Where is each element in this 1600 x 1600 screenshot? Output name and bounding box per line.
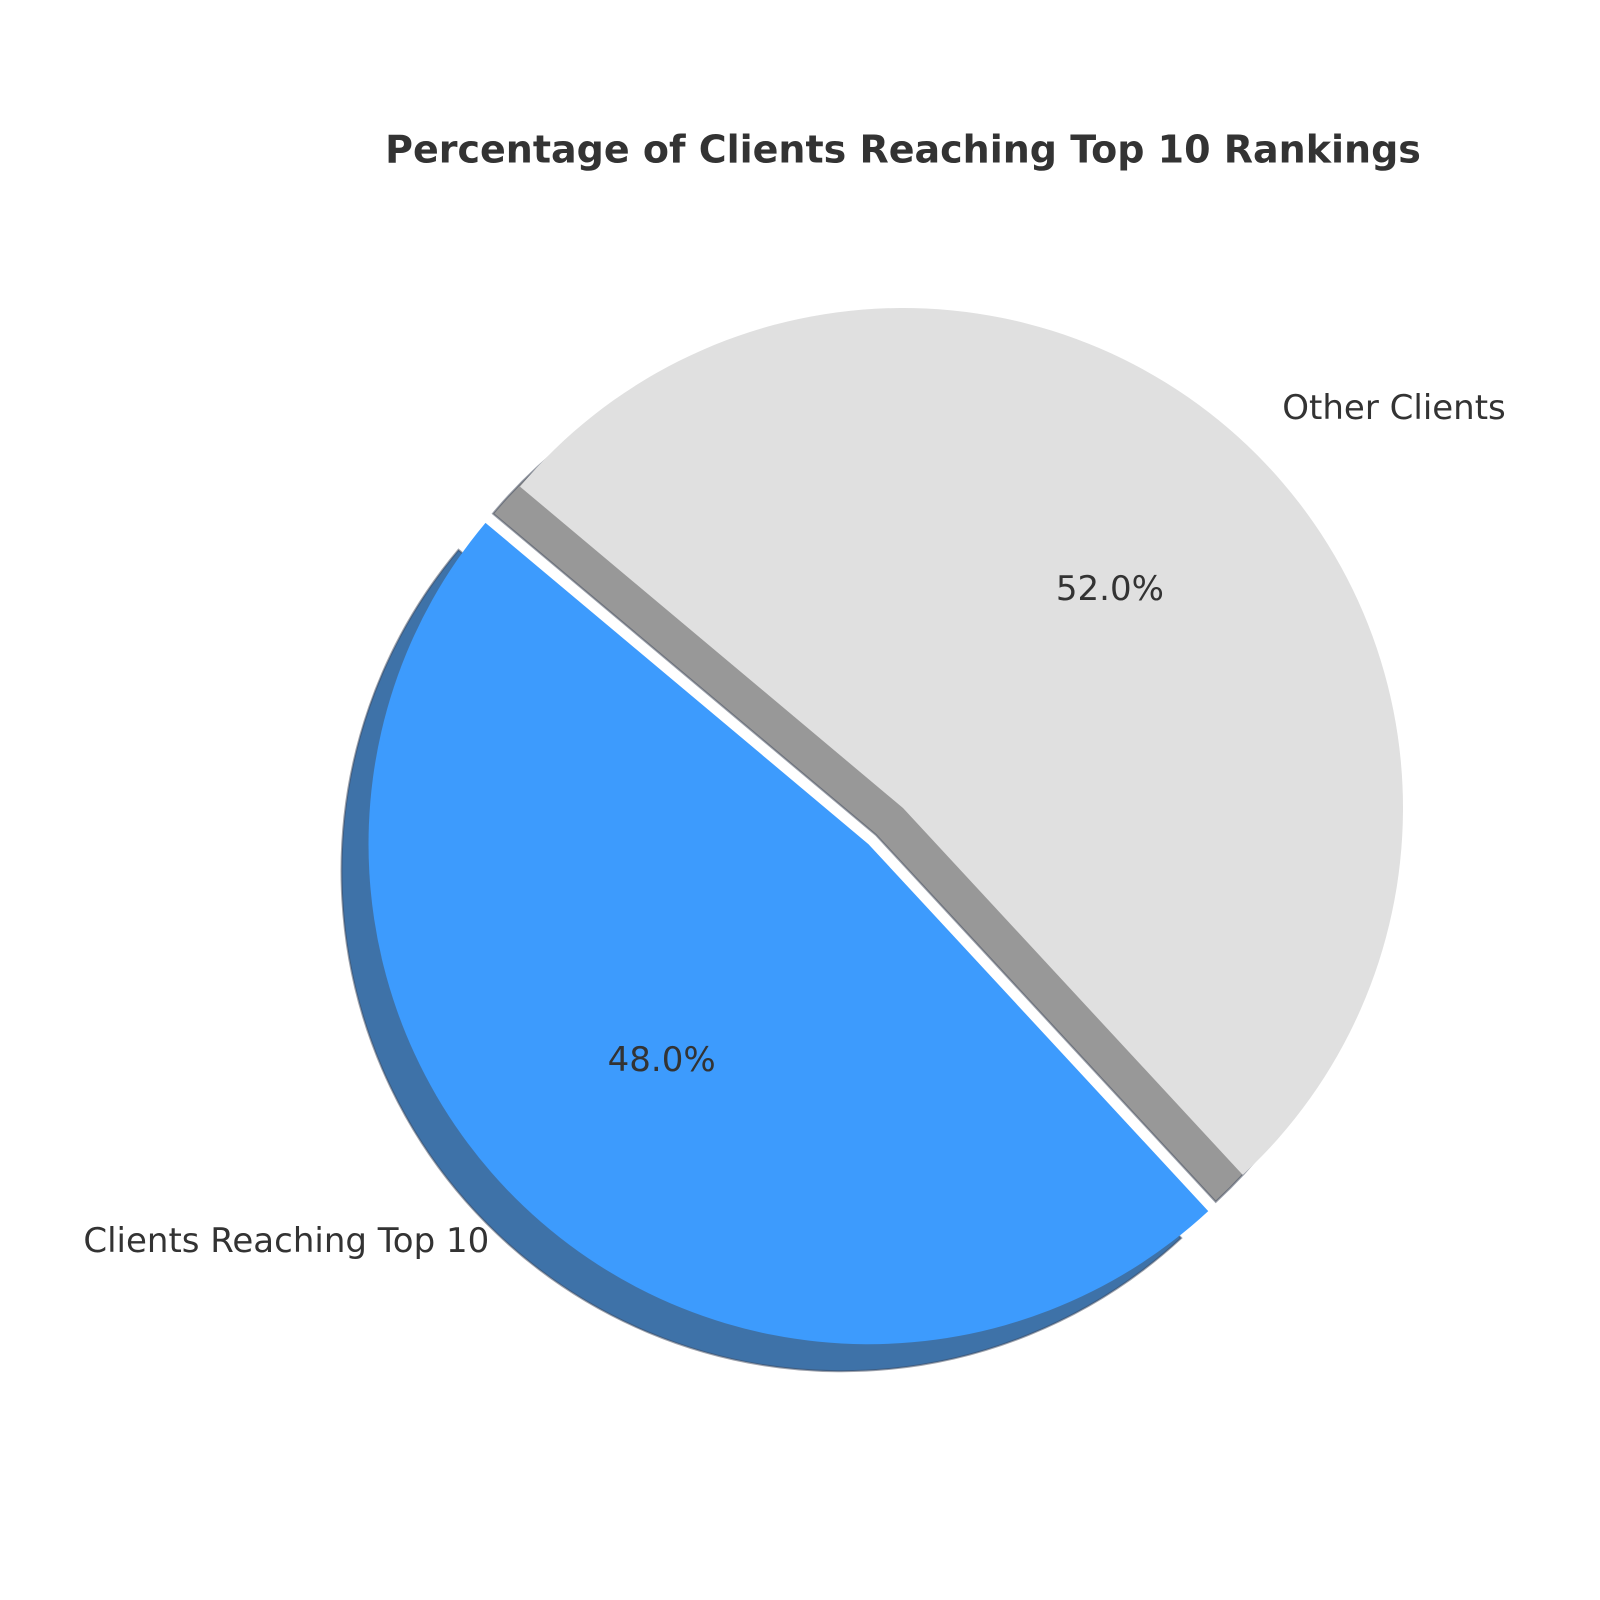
pie-slice bbox=[368, 522, 1209, 1345]
category-label: Clients Reaching Top 10 bbox=[83, 1221, 489, 1261]
pie-slice bbox=[519, 308, 1403, 1175]
value-label: 52.0% bbox=[1056, 569, 1164, 609]
chart-title: Percentage of Clients Reaching Top 10 Ra… bbox=[385, 128, 1421, 172]
value-label: 48.0% bbox=[608, 1040, 716, 1080]
category-label: Other Clients bbox=[1282, 388, 1506, 428]
